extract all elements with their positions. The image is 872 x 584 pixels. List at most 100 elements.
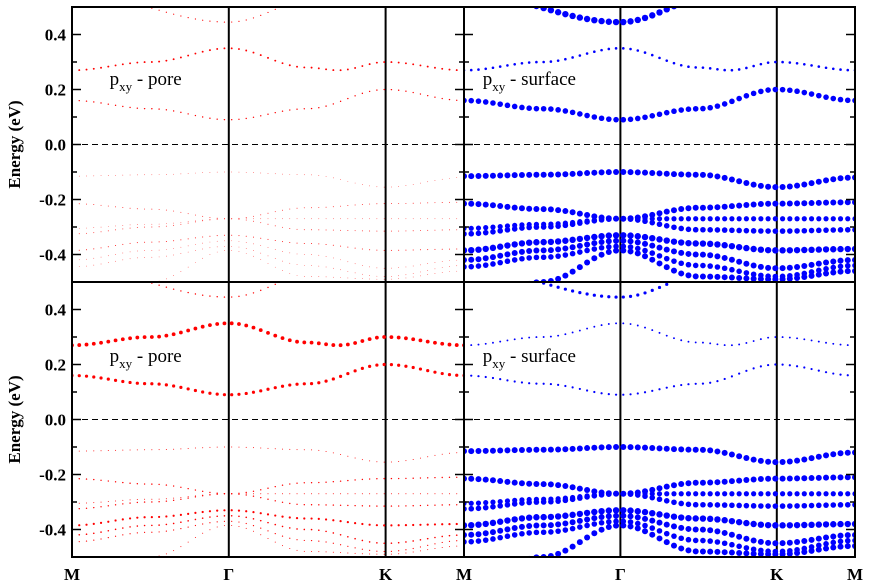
- band-point: [612, 232, 620, 239]
- band-point: [823, 216, 829, 222]
- band-point: [511, 257, 518, 263]
- band-point: [136, 250, 138, 252]
- band-point: [100, 263, 102, 265]
- band-point: [100, 102, 102, 104]
- band-point: [687, 383, 690, 386]
- band-3: [72, 88, 464, 121]
- band-point: [794, 263, 801, 270]
- band-point: [823, 177, 830, 184]
- band-point: [144, 257, 145, 258]
- band-point: [157, 334, 162, 339]
- band-point: [311, 449, 313, 451]
- band-point: [171, 332, 176, 337]
- band-point: [736, 268, 742, 275]
- band-point: [398, 550, 400, 552]
- band-point: [310, 504, 313, 506]
- band-point: [642, 218, 648, 225]
- band-point: [78, 249, 80, 251]
- band-point: [354, 537, 356, 540]
- band-point: [787, 216, 793, 222]
- band-point: [628, 294, 633, 298]
- band-point: [649, 517, 656, 524]
- band-point: [846, 374, 849, 377]
- band-point: [441, 523, 444, 526]
- band-point: [525, 514, 533, 521]
- band-point: [187, 222, 189, 224]
- band-point: [266, 330, 270, 335]
- band-point: [303, 108, 305, 110]
- band-point: [419, 504, 422, 507]
- band-point: [774, 363, 777, 366]
- band-point: [591, 218, 598, 224]
- band-point: [253, 220, 254, 222]
- band-point: [391, 267, 392, 269]
- band-point: [455, 69, 458, 72]
- band-point: [361, 539, 364, 542]
- band-point: [347, 230, 349, 231]
- band-point: [224, 250, 225, 251]
- band-point: [260, 289, 262, 292]
- band-point: [765, 200, 772, 207]
- band-point: [728, 517, 736, 525]
- band-point: [390, 249, 392, 251]
- band-point: [540, 7, 547, 12]
- band-point: [173, 224, 175, 226]
- band-point: [736, 274, 743, 281]
- band-point: [765, 216, 771, 222]
- band-point: [434, 543, 436, 545]
- band-point: [844, 97, 851, 104]
- band-point: [100, 175, 102, 177]
- band-point: [173, 550, 175, 552]
- band-point: [339, 544, 342, 546]
- band-point: [728, 242, 736, 250]
- band-point: [528, 382, 531, 385]
- band-point: [441, 493, 443, 495]
- band-point: [839, 68, 842, 71]
- band-point: [699, 251, 706, 258]
- band-point: [354, 552, 356, 554]
- band-point: [499, 378, 502, 381]
- band-point: [85, 100, 88, 102]
- band-point: [238, 525, 240, 527]
- band-point: [743, 519, 750, 527]
- band-point: [282, 226, 283, 228]
- band-point: [180, 528, 182, 530]
- band-point: [85, 533, 88, 536]
- band-point: [477, 343, 480, 346]
- band-point: [649, 491, 655, 497]
- band-point: [585, 52, 589, 55]
- band-point: [412, 505, 414, 507]
- band-point: [340, 269, 341, 271]
- band-point: [433, 370, 437, 374]
- panel-annotation: pxy - surface: [483, 69, 576, 94]
- band-point: [547, 446, 554, 453]
- band-point: [260, 237, 262, 239]
- band-point: [252, 495, 255, 497]
- band-point: [663, 7, 670, 13]
- band-point: [456, 201, 458, 203]
- band-point: [470, 374, 473, 377]
- band-point: [513, 62, 516, 66]
- band-point: [729, 216, 735, 222]
- band-point: [318, 551, 320, 553]
- band-point: [209, 295, 211, 297]
- band-point: [468, 500, 474, 506]
- band-point: [296, 539, 298, 541]
- band-point: [448, 546, 450, 548]
- band-point: [115, 225, 116, 227]
- band-point: [187, 497, 189, 499]
- band-point: [195, 220, 196, 222]
- band-point: [576, 235, 584, 243]
- band-point: [584, 212, 591, 219]
- band-point: [223, 21, 226, 23]
- band-point: [752, 367, 755, 370]
- band-point: [318, 529, 320, 532]
- band-point: [823, 502, 829, 508]
- band-point: [383, 249, 385, 251]
- band-point: [412, 523, 415, 527]
- band-point: [397, 477, 400, 480]
- band-point: [157, 382, 161, 386]
- band-point: [332, 218, 334, 220]
- band-point: [795, 365, 799, 368]
- band-point: [468, 225, 474, 231]
